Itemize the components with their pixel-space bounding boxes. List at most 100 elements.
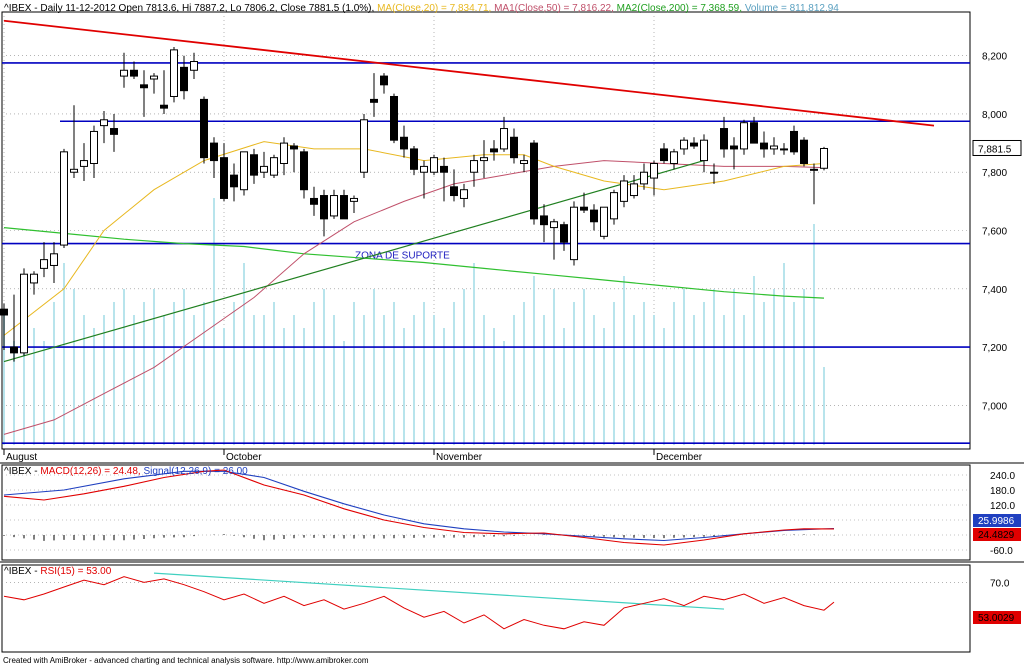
candle-body (590, 209, 598, 223)
candle-body (20, 273, 28, 354)
candle-body (370, 98, 378, 103)
candle-body (820, 147, 828, 169)
price-tick-label: 7,200 (982, 343, 1007, 354)
candle-body (160, 104, 168, 109)
signal-last-label: 25.9986 (978, 516, 1015, 527)
macd-tick-label: -60.0 (990, 546, 1013, 557)
candle-body (110, 128, 118, 135)
rsi-trendline (153, 572, 725, 610)
candle-body (500, 128, 508, 150)
candle-body (10, 346, 18, 354)
candle-body (700, 139, 708, 162)
candle-body (70, 168, 78, 173)
candle-body (800, 139, 808, 164)
candle-body (250, 154, 258, 176)
candle-body (210, 142, 218, 162)
price-tick-label: 8,000 (982, 110, 1007, 121)
last-price-label: 7,881.5 (978, 144, 1012, 155)
macd-tick-label: 120.0 (990, 501, 1015, 512)
candle-body (300, 151, 308, 191)
candle-body (630, 183, 638, 197)
candle-body (310, 197, 318, 205)
candle-body (120, 69, 128, 77)
candle-body (790, 130, 798, 153)
candle-body (550, 221, 558, 229)
price-tick-label: 7,800 (982, 168, 1007, 179)
macd-panel-frame (1, 464, 971, 561)
candle-body (280, 142, 288, 164)
header-main: ^IBEX - Daily 11-12-2012 Open 7813.6, Hi… (4, 3, 377, 14)
candle-body (60, 151, 68, 246)
macd-header-ticker: ^IBEX - (4, 466, 40, 477)
price-tick-label: 8,200 (982, 52, 1007, 63)
rsi-last-badge (973, 611, 1021, 624)
macd-header-macd: MACD(12,26) = 24.48, (40, 466, 143, 477)
header-ma50: MA1(Close,50) = 7,816.22, (494, 3, 617, 14)
candle-body (430, 157, 438, 173)
candle-body (780, 148, 788, 151)
candle-body (570, 206, 578, 261)
candle-body (760, 142, 768, 150)
candle-body (740, 122, 748, 150)
candle-body (150, 75, 158, 80)
candle-body (190, 61, 198, 71)
rsi-header: ^IBEX - RSI(15) = 53.00 (4, 566, 112, 577)
macd-last-badge (973, 528, 1021, 541)
candle-body (450, 186, 458, 197)
uptrend-line (3, 160, 705, 363)
candle-body (360, 119, 368, 173)
annotation-zona-de-suporte: ZONA DE SUPORTE (355, 251, 450, 262)
resistance-trendline (3, 19, 935, 127)
candle-body (90, 130, 98, 164)
candle-body (410, 148, 418, 170)
rsi-header-rsi: RSI(15) = 53.00 (40, 566, 111, 577)
candle-body (380, 75, 388, 86)
header-ma20: MA(Close,20) = 7,834.71, (377, 3, 494, 14)
candle-body (650, 162, 658, 179)
candle-body (440, 165, 448, 173)
rsi-tick-label: 70.0 (990, 578, 1010, 589)
ma50-line (3, 160, 825, 435)
candle-body (390, 95, 398, 141)
candle-body (610, 192, 618, 220)
candle-body (710, 171, 718, 174)
candle-body (100, 119, 108, 127)
candle-body (350, 197, 358, 202)
candle-body (660, 148, 668, 162)
candle-body (580, 206, 588, 211)
candle-body (520, 160, 528, 164)
candle-body (680, 139, 688, 150)
rsi-line (3, 576, 835, 630)
candle-body (320, 195, 328, 220)
candle-body (670, 151, 678, 164)
candle-body (640, 171, 648, 185)
macd-header-signal: Signal(12,26,9) = 26.00 (143, 466, 248, 477)
candle-body (770, 145, 778, 150)
month-label: December (656, 452, 703, 463)
rsi-panel-frame (1, 564, 971, 653)
candle-body (40, 259, 48, 269)
candle-body (510, 136, 518, 159)
candle-body (30, 273, 38, 284)
candle-body (400, 136, 408, 150)
candle-body (560, 224, 568, 243)
rsi-header-ticker: ^IBEX - (4, 566, 40, 577)
candle-body (330, 195, 338, 217)
macd-header: ^IBEX - MACD(12,26) = 24.48, Signal(12,2… (4, 466, 248, 477)
month-label: October (226, 452, 262, 463)
candle-body (340, 195, 348, 220)
month-label: August (6, 452, 37, 463)
ma200-line (3, 227, 825, 299)
candle-body (470, 160, 478, 173)
candle-body (170, 49, 178, 97)
candle-body (0, 308, 8, 316)
last-price-badge (972, 139, 1022, 156)
candle-body (540, 215, 548, 226)
candle-body (240, 151, 248, 191)
price-header: ^IBEX - Daily 11-12-2012 Open 7813.6, Hi… (4, 3, 839, 14)
macd-tick-label: 180.0 (990, 486, 1015, 497)
candle-body (140, 84, 148, 89)
candle-body (290, 145, 298, 150)
